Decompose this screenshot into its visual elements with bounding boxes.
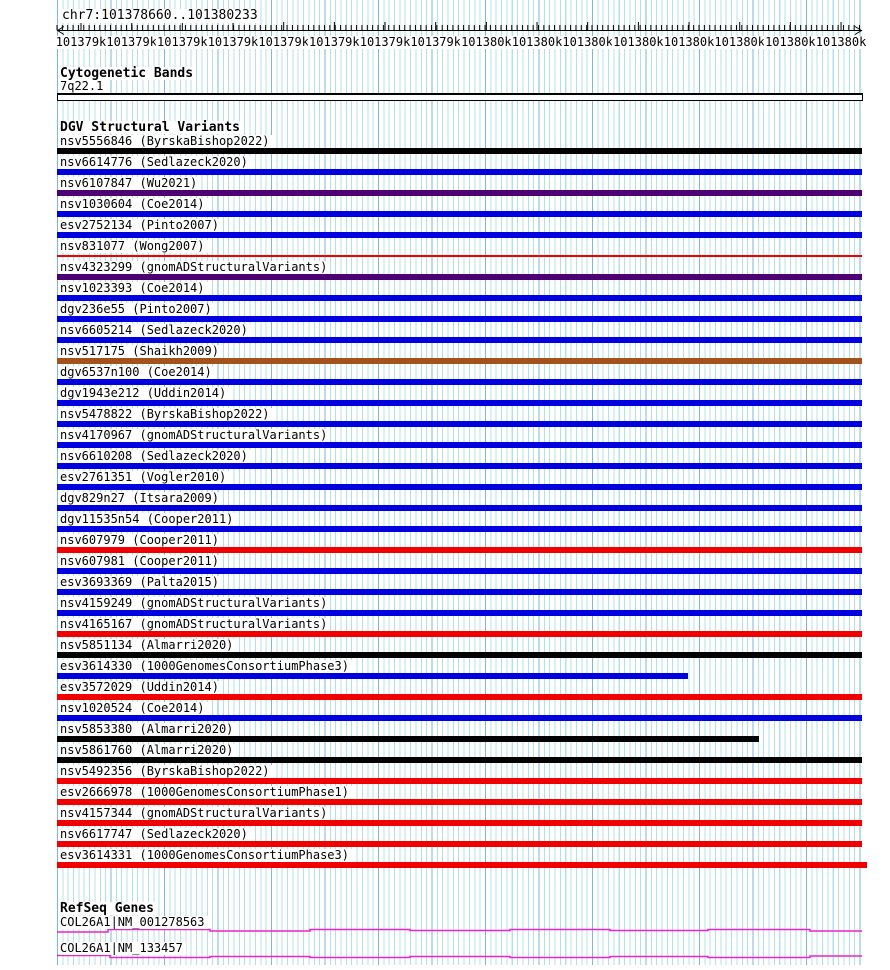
variant-bar[interactable] <box>57 358 862 364</box>
variant-label[interactable]: esv3572029 (Uddin2014) <box>60 681 222 694</box>
variant-label[interactable]: esv3614331 (1000GenomesConsortiumPhase3) <box>60 849 352 862</box>
variant-bar[interactable] <box>57 799 862 805</box>
variant-bar[interactable] <box>57 211 862 217</box>
variant-label[interactable]: dgv829n27 (Itsara2009) <box>60 492 222 505</box>
variant-bar[interactable] <box>57 274 862 280</box>
variant-label[interactable]: nsv1030604 (Coe2014) <box>60 198 208 211</box>
variant-bar[interactable] <box>57 148 862 154</box>
variant-bar[interactable] <box>57 547 862 553</box>
variant-label[interactable]: nsv5853380 (Almarri2020) <box>60 723 237 736</box>
ruler-tick-label: 101380k <box>460 35 513 49</box>
variant-label[interactable]: nsv517175 (Shaikh2009) <box>60 345 222 358</box>
variant-label[interactable]: nsv6610208 (Sedlazeck2020) <box>60 450 251 463</box>
variant-bar[interactable] <box>57 652 862 658</box>
variant-label[interactable]: nsv1020524 (Coe2014) <box>60 702 208 715</box>
variant-bar[interactable] <box>57 379 862 385</box>
variant-bar[interactable] <box>57 589 862 595</box>
variant-bar[interactable] <box>57 736 759 742</box>
variant-label[interactable]: nsv4165167 (gnomADStructuralVariants) <box>60 618 331 631</box>
variant-bar[interactable] <box>57 757 862 763</box>
variant-label[interactable]: nsv4323299 (gnomADStructuralVariants) <box>60 261 331 274</box>
variant-bar[interactable] <box>57 337 862 343</box>
variant-label[interactable]: nsv4157344 (gnomADStructuralVariants) <box>60 807 331 820</box>
ruler-tick-label: 101380k <box>561 35 614 49</box>
cytoband-bar[interactable] <box>57 93 863 101</box>
variant-bar[interactable] <box>57 232 862 238</box>
ruler-tick-label: 101380k <box>764 35 817 49</box>
variant-bar[interactable] <box>57 694 862 700</box>
variant-label[interactable]: esv2752134 (Pinto2007) <box>60 219 222 232</box>
section-header-dgv-structural-variants: DGV Structural Variants <box>60 121 244 134</box>
variant-bar[interactable] <box>57 568 862 574</box>
variant-bar[interactable] <box>57 526 862 532</box>
variant-label[interactable]: nsv5861760 (Almarri2020) <box>60 744 237 757</box>
variant-bar[interactable] <box>57 463 862 469</box>
variant-bar[interactable] <box>57 421 862 427</box>
ruler-tick-label: 101380k <box>814 35 868 49</box>
variant-bar[interactable] <box>57 295 862 301</box>
variant-label[interactable]: esv3693369 (Palta2015) <box>60 576 222 589</box>
variant-label[interactable]: nsv6617747 (Sedlazeck2020) <box>60 828 251 841</box>
ruler-tick-label: 101379k <box>54 35 108 49</box>
variant-bar[interactable] <box>57 255 862 257</box>
variant-label[interactable]: dgv6537n100 (Coe2014) <box>60 366 215 379</box>
variant-bar[interactable] <box>57 484 862 490</box>
variant-label[interactable]: nsv5851134 (Almarri2020) <box>60 639 237 652</box>
ruler-tick-label: 101379k <box>358 35 412 49</box>
variant-label[interactable]: nsv1023393 (Coe2014) <box>60 282 208 295</box>
cytoband-label: 7q22.1 <box>60 80 107 93</box>
gene-label[interactable]: COL26A1|NM_001278563 <box>60 916 208 929</box>
variant-label[interactable]: nsv4159249 (gnomADStructuralVariants) <box>60 597 331 610</box>
variant-label[interactable]: nsv607979 (Cooper2011) <box>60 534 222 547</box>
variant-label[interactable]: nsv607981 (Cooper2011) <box>60 555 222 568</box>
variant-label[interactable]: nsv6614776 (Sedlazeck2020) <box>60 156 251 169</box>
variant-bar[interactable] <box>57 400 862 406</box>
ruler-tick-label: 101380k <box>713 35 766 49</box>
variant-bar[interactable] <box>57 715 862 721</box>
variant-label[interactable]: esv3614330 (1000GenomesConsortiumPhase3) <box>60 660 352 673</box>
variant-bar[interactable] <box>57 862 867 868</box>
variant-bar[interactable] <box>57 190 862 196</box>
variant-bar[interactable] <box>57 673 688 679</box>
section-header-cytogenetic-bands: Cytogenetic Bands <box>60 67 197 80</box>
variant-bar[interactable] <box>57 631 862 637</box>
variant-bar[interactable] <box>57 820 862 826</box>
ruler-tick-label: 101379k <box>257 35 310 49</box>
ruler-tick-label: 101380k <box>612 35 665 49</box>
variant-label[interactable]: nsv4170967 (gnomADStructuralVariants) <box>60 429 331 442</box>
gene-label[interactable]: COL26A1|NM_133457 <box>60 942 186 955</box>
variant-label[interactable]: dgv1943e212 (Uddin2014) <box>60 387 230 400</box>
variant-bar[interactable] <box>57 610 862 616</box>
region-title: chr7:101378660..101380233 <box>60 8 260 23</box>
variant-label[interactable]: esv2666978 (1000GenomesConsortiumPhase1) <box>60 786 352 799</box>
ruler-tick-label: 101379k <box>409 35 462 49</box>
ruler-tick-label: 101379k <box>105 35 158 49</box>
variant-bar[interactable] <box>57 778 862 784</box>
variant-label[interactable]: nsv6605214 (Sedlazeck2020) <box>60 324 251 337</box>
ruler-tick-label: 101379k <box>156 35 209 49</box>
ruler-tick-label: 101380k <box>510 35 564 49</box>
ruler-tick-label: 101379k <box>206 35 260 49</box>
variant-label[interactable]: nsv831077 (Wong2007) <box>60 240 208 253</box>
variant-bar[interactable] <box>57 841 862 847</box>
variant-label[interactable]: nsv5492356 (ByrskaBishop2022) <box>60 765 273 778</box>
variant-label[interactable]: esv2761351 (Vogler2010) <box>60 471 230 484</box>
ruler-tick-label: 101379k <box>308 35 361 49</box>
ruler-tick-label: 101380k <box>662 35 716 49</box>
variant-label[interactable]: dgv11535n54 (Cooper2011) <box>60 513 237 526</box>
section-header-refseq-genes: RefSeq Genes <box>60 902 157 915</box>
variant-bar[interactable] <box>57 505 862 511</box>
variant-label[interactable]: nsv6107847 (Wu2021) <box>60 177 201 190</box>
variant-label[interactable]: nsv5556846 (ByrskaBishop2022) <box>60 135 273 148</box>
variant-label[interactable]: dgv236e55 (Pinto2007) <box>60 303 215 316</box>
variant-bar[interactable] <box>57 169 862 175</box>
variant-bar[interactable] <box>57 442 862 448</box>
variant-bar[interactable] <box>57 316 862 322</box>
variant-label[interactable]: nsv5478822 (ByrskaBishop2022) <box>60 408 273 421</box>
